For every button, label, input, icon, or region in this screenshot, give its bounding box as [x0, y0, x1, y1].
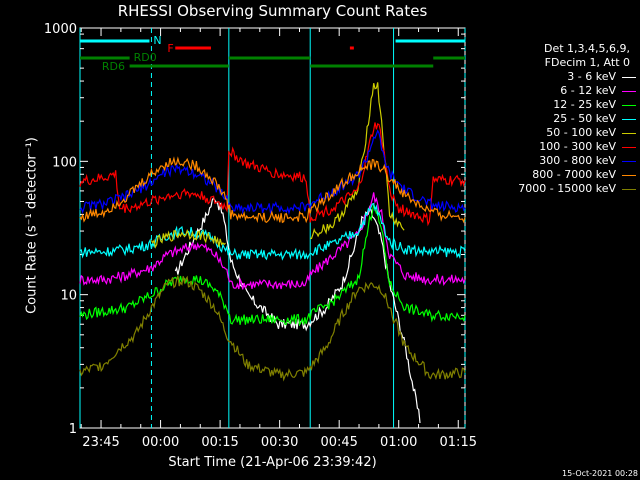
night-label: N — [153, 34, 161, 47]
legend-entry: 12 - 25 keV — [470, 98, 636, 112]
legend-header-1: Det 1,3,4,5,6,9, — [543, 42, 630, 55]
legend-swatch — [622, 160, 636, 162]
y-tick-label: 1000 — [44, 22, 77, 37]
footer-timestamp: 15-Oct-2021 00:28 — [562, 469, 638, 478]
legend-entry-label: 800 - 7000 keV — [532, 168, 616, 181]
y-tick-label: 10 — [60, 289, 77, 304]
legend-swatch — [622, 76, 636, 78]
legend-entry: 7000 - 15000 keV — [470, 182, 636, 196]
legend-entry-label: 12 - 25 keV — [553, 98, 616, 111]
legend-swatch — [622, 146, 636, 148]
legend-swatch — [622, 118, 636, 120]
rd0-label: RD0 — [134, 51, 157, 64]
legend-entry: 50 - 100 keV — [470, 126, 636, 140]
legend-entry-label: 25 - 50 keV — [553, 112, 616, 125]
series-line — [310, 82, 405, 240]
series-line — [79, 156, 466, 224]
legend-swatch — [622, 174, 636, 176]
legend-swatch — [622, 104, 636, 106]
x-tick-label: 00:15 — [201, 435, 238, 450]
x-tick-label: 00:45 — [320, 435, 357, 450]
series-line — [79, 202, 466, 261]
series-line — [79, 122, 466, 227]
flare-label: F — [167, 42, 173, 55]
legend-entry: 25 - 50 keV — [470, 112, 636, 126]
legend-entry-label: 50 - 100 keV — [546, 126, 616, 139]
legend-entry: 6 - 12 keV — [470, 84, 636, 98]
rd6-label: RD6 — [102, 60, 125, 73]
series-line — [79, 275, 466, 382]
legend: Det 1,3,4,5,6,9, FDecim 1, Att 0 3 - 6 k… — [470, 42, 636, 196]
x-tick-label: 01:00 — [380, 435, 417, 450]
x-tick-label: 23:45 — [82, 435, 119, 450]
legend-entry: 100 - 300 keV — [470, 140, 636, 154]
legend-entry-label: 300 - 800 keV — [539, 154, 616, 167]
legend-entry: 800 - 7000 keV — [470, 168, 636, 182]
y-tick-label: 1 — [69, 422, 77, 437]
legend-entry: 300 - 800 keV — [470, 154, 636, 168]
x-tick-label: 00:30 — [261, 435, 298, 450]
legend-entry: 3 - 6 keV — [470, 70, 636, 84]
y-axis-label: Count Rate (s⁻¹ detector⁻¹) — [24, 137, 40, 314]
series-line — [79, 192, 466, 290]
legend-entry-label: 6 - 12 keV — [560, 84, 616, 97]
legend-entry-label: 3 - 6 keV — [567, 70, 616, 83]
legend-entry-label: 7000 - 15000 keV — [518, 182, 616, 195]
legend-swatch — [622, 188, 636, 190]
legend-entries: 3 - 6 keV 6 - 12 keV 12 - 25 keV 25 - 50 ke… — [470, 70, 636, 196]
chart-title: RHESSI Observing Summary Count Rates — [117, 2, 428, 20]
series-line — [174, 196, 421, 424]
y-tick-label: 100 — [52, 155, 77, 170]
x-axis-label: Start Time (21-Apr-06 23:39:42) — [168, 455, 377, 470]
plot-frame — [79, 27, 466, 429]
x-tick-label: 01:15 — [440, 435, 477, 450]
series-line — [79, 204, 466, 327]
legend-header-2: FDecim 1, Att 0 — [544, 56, 630, 69]
series-line — [150, 229, 226, 249]
legend-entry-label: 100 - 300 keV — [539, 140, 616, 153]
legend-swatch — [622, 132, 636, 134]
legend-swatch — [622, 90, 636, 92]
x-tick-label: 00:00 — [142, 435, 179, 450]
series-line — [79, 129, 466, 215]
